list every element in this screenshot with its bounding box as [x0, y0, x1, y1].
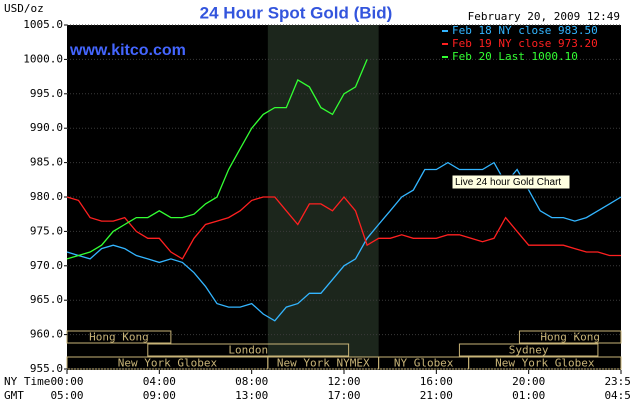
chart-title: 24 Hour Spot Gold (Bid) — [200, 3, 393, 22]
series-line — [66, 195, 621, 260]
x-axis-label: NY Time — [4, 375, 50, 388]
x-tick-label: 04:00 — [143, 375, 176, 388]
annotation-box — [451, 174, 571, 190]
series-line — [66, 161, 622, 322]
site-url: www.kitco.com — [69, 42, 186, 59]
x2-tick-label: 21:00 — [420, 389, 453, 402]
x-tick-label: 23:59 — [604, 375, 631, 388]
session-bar — [518, 330, 622, 344]
x2-tick-label: 05:00 — [50, 389, 83, 402]
session-bar — [458, 343, 599, 357]
x-tick-label: 08:00 — [235, 375, 268, 388]
session-label: NY Globex — [394, 357, 454, 370]
session-label: Sydney — [509, 344, 549, 357]
legend-entry: Feb 19 NY close 973.20 — [452, 37, 598, 50]
y-tick-label: 980.0 — [30, 190, 63, 203]
timestamp: February 20, 2009 12:49 — [468, 10, 620, 23]
session-label: Hong Kong — [540, 331, 600, 344]
y-axis-label: USD/oz — [4, 2, 44, 15]
session-shade — [267, 25, 379, 357]
session-label: New York Globex — [495, 357, 595, 370]
x2-tick-label: 13:00 — [235, 389, 268, 402]
x2-tick-label: 17:00 — [327, 389, 360, 402]
session-bar — [66, 330, 172, 344]
session-label: New York NYMEX — [277, 357, 370, 370]
y-tick-label: 1005.0 — [23, 18, 63, 31]
annotation: Live 24 hour Gold Chart — [455, 177, 561, 188]
x2-tick-label: 01:00 — [512, 389, 545, 402]
session-label: New York Globex — [118, 357, 218, 370]
session-label: Hong Kong — [89, 331, 149, 344]
legend-entry: Feb 20 Last 1000.10 — [452, 50, 578, 63]
y-tick-label: 970.0 — [30, 259, 63, 272]
session-bar — [147, 343, 350, 357]
y-tick-label: 965.0 — [30, 293, 63, 306]
x-tick-label: 16:00 — [420, 375, 453, 388]
x2-axis-label: GMT — [4, 389, 24, 402]
y-tick-label: 995.0 — [30, 87, 63, 100]
x-tick-label: 20:00 — [512, 375, 545, 388]
series-line — [66, 59, 368, 260]
x2-tick-label: 09:00 — [143, 389, 176, 402]
y-tick-label: 1000.0 — [23, 52, 63, 65]
y-tick-label: 975.0 — [30, 224, 63, 237]
y-tick-label: 985.0 — [30, 156, 63, 169]
y-tick-label: 955.0 — [30, 362, 63, 375]
y-tick-label: 990.0 — [30, 121, 63, 134]
x-tick-label: 00:00 — [50, 375, 83, 388]
x2-tick-label: 04:59 — [604, 389, 631, 402]
x-tick-label: 12:00 — [327, 375, 360, 388]
y-tick-label: 960.0 — [30, 328, 63, 341]
legend-entry: Feb 18 NY close 983.50 — [452, 24, 598, 37]
session-label: London — [228, 344, 268, 357]
